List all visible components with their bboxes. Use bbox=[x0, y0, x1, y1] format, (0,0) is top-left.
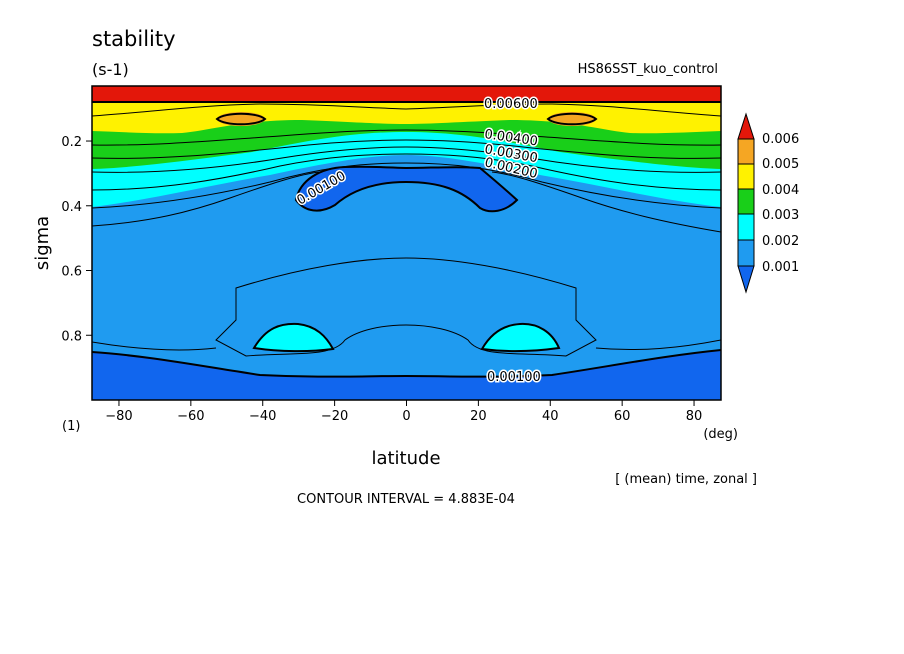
fill-cyan-lobe-south bbox=[254, 323, 333, 352]
fill-lower-blue-band bbox=[92, 350, 721, 400]
colorbar-label: 0.001 bbox=[762, 260, 799, 275]
contour-line-9 bbox=[92, 341, 217, 351]
colorbar-label: 0.006 bbox=[762, 132, 799, 147]
x-tick-label: 40 bbox=[542, 409, 559, 424]
averaging-note: [ (mean) time, zonal ] bbox=[615, 472, 757, 487]
y-units-label: (1) bbox=[62, 419, 80, 434]
colorbar: 0.006 0.005 0.004 0.003 0.002 0.001 bbox=[737, 112, 799, 294]
contour-cyan-lobe-south-outline bbox=[252, 322, 335, 353]
contour-line-4 bbox=[92, 146, 721, 173]
colorbar-label: 0.002 bbox=[762, 234, 799, 249]
colorbar-swatch-light-blue bbox=[737, 239, 755, 267]
contour-line-2 bbox=[92, 129, 721, 146]
contour-line-10 bbox=[595, 339, 721, 351]
colorbar-swatch-green bbox=[737, 188, 755, 215]
contour-label: 0.00100 bbox=[487, 370, 541, 385]
thick-contour-lines bbox=[92, 101, 721, 378]
x-axis: −80 −60 −40 −20 0 20 40 60 80 bbox=[105, 400, 702, 424]
y-tick-label: 0.2 bbox=[61, 135, 82, 150]
contour-lower-boundary bbox=[92, 349, 721, 378]
x-tick-label: 0 bbox=[402, 409, 410, 424]
colorbar-upper-arrow bbox=[737, 112, 755, 140]
contour-lines bbox=[92, 103, 721, 357]
fill-tropical-minimum bbox=[296, 166, 517, 212]
contour-orange-north-outline bbox=[546, 112, 598, 126]
plot-area: 0.00600 0.00400 0.00300 0.00200 0.00100 … bbox=[92, 86, 721, 400]
x-tick-label: 20 bbox=[470, 409, 487, 424]
experiment-label: HS86SST_kuo_control bbox=[578, 62, 718, 77]
x-axis-title: latitude bbox=[371, 448, 440, 469]
contour-cyan-lobe-north-outline bbox=[480, 322, 561, 353]
colorbar-swatch-yellow bbox=[737, 163, 755, 190]
contour-orange-south-outline bbox=[215, 112, 267, 126]
fill-red-band bbox=[92, 86, 721, 102]
x-tick-label: −20 bbox=[321, 409, 348, 424]
contour-line-7 bbox=[92, 171, 721, 233]
y-axis: 0.2 0.4 0.6 0.8 bbox=[61, 135, 92, 344]
x-tick-label: −40 bbox=[249, 409, 276, 424]
x-units-label: (deg) bbox=[703, 427, 738, 442]
colorbar-lower-arrow bbox=[737, 265, 755, 294]
colorbar-swatch-orange bbox=[737, 138, 755, 165]
contour-interval-note: CONTOUR INTERVAL = 4.883E-04 bbox=[297, 492, 515, 507]
chart-title: stability bbox=[92, 27, 176, 51]
x-tick-label: −80 bbox=[105, 409, 132, 424]
contour-line-1 bbox=[92, 103, 721, 117]
contour-line-6 bbox=[92, 162, 721, 209]
colorbar-swatch-cyan bbox=[737, 213, 755, 241]
contour-line-8 bbox=[215, 257, 597, 357]
y-tick-label: 0.8 bbox=[61, 329, 82, 344]
x-tick-label: 80 bbox=[686, 409, 703, 424]
y-tick-label: 0.6 bbox=[61, 265, 82, 280]
y-tick-label: 0.4 bbox=[61, 200, 82, 215]
contour-label: 0.00600 bbox=[484, 97, 538, 112]
y-axis-title: sigma bbox=[32, 216, 53, 270]
chart-units: (s-1) bbox=[92, 60, 129, 79]
contour-line-5 bbox=[92, 153, 721, 191]
colorbar-label: 0.003 bbox=[762, 208, 799, 223]
colorbar-label: 0.005 bbox=[762, 157, 799, 172]
contour-line-3 bbox=[92, 139, 721, 159]
fill-cyan-lobe-north bbox=[482, 323, 559, 352]
contour-tropical-minimum-outline bbox=[294, 165, 519, 213]
x-tick-label: 60 bbox=[614, 409, 631, 424]
colorbar-label: 0.004 bbox=[762, 183, 799, 198]
x-tick-label: −60 bbox=[177, 409, 204, 424]
